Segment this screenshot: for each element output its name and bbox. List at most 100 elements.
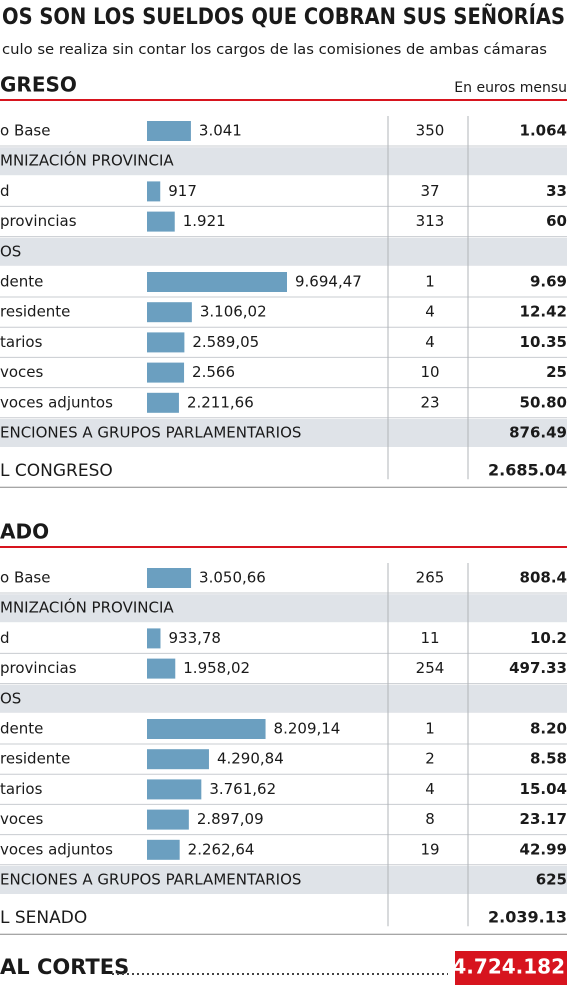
group-label: ENCIONES A GRUPOS PARLAMENTARIOS — [0, 424, 301, 442]
grand-total: 4.724.182 — [452, 955, 565, 979]
group-row-bg — [0, 147, 567, 176]
amount-label: 1.921 — [183, 212, 226, 230]
bar — [147, 392, 179, 413]
bar — [147, 181, 161, 202]
bar — [147, 362, 185, 383]
row-total: 15.04 — [520, 780, 567, 798]
group-row-bg — [0, 866, 567, 894]
group-label: OS — [0, 689, 21, 707]
bar — [147, 779, 202, 800]
row-label: d — [0, 182, 10, 200]
row-total: 12.42 — [520, 303, 567, 321]
amount-label: 2.589,05 — [192, 333, 259, 351]
unit-note: En euros mensu — [454, 80, 567, 96]
amount-label: 2.897,09 — [197, 810, 264, 828]
count: 37 — [420, 182, 439, 200]
bar — [147, 121, 191, 141]
row-total: 497.33 — [509, 659, 567, 677]
amount-label: 3.106,02 — [200, 303, 267, 321]
row-label: provincias — [0, 212, 77, 230]
count: 8 — [425, 810, 435, 828]
row-total: 9.69 — [530, 273, 567, 291]
bar — [147, 302, 192, 323]
count: 2 — [425, 750, 435, 768]
group-row-bg — [0, 594, 567, 623]
row-total: 808.4 — [520, 569, 567, 587]
amount-label: 9.694,47 — [295, 273, 362, 291]
count: 4 — [425, 333, 435, 351]
count: 4 — [425, 780, 435, 798]
row-total: 8.58 — [530, 750, 567, 768]
amount-label: 2.211,66 — [187, 393, 254, 411]
bar — [147, 839, 180, 860]
row-label: residente — [0, 750, 70, 768]
group-row-bg — [0, 684, 567, 713]
row-label: tarios — [0, 333, 43, 351]
count: 23 — [420, 393, 439, 411]
group-label: ENCIONES A GRUPOS PARLAMENTARIOS — [0, 871, 301, 889]
row-label: dente — [0, 273, 43, 291]
bar — [147, 749, 209, 770]
bar — [147, 719, 266, 739]
row-total: 876.49 — [509, 424, 567, 442]
count: 1 — [425, 720, 435, 738]
row-total: 33 — [546, 182, 567, 200]
row-total: 23.17 — [520, 810, 567, 828]
amount-label: 2.566 — [192, 363, 235, 381]
section-total: 2.039.13 — [488, 908, 567, 927]
row-total: 50.80 — [520, 393, 567, 411]
amount-label: 917 — [168, 182, 197, 200]
grand-total-box — [455, 951, 567, 985]
row-label: residente — [0, 303, 70, 321]
row-label: d — [0, 629, 10, 647]
subtitle: culo se realiza sin contar los cargos de… — [2, 42, 547, 58]
count: 10 — [420, 363, 439, 381]
amount-label: 1.958,02 — [183, 659, 250, 677]
count: 265 — [416, 569, 445, 587]
group-row-bg — [0, 237, 567, 266]
row-total: 625 — [536, 871, 567, 889]
section-total: 2.685.04 — [488, 461, 567, 480]
count: 4 — [425, 303, 435, 321]
bar — [147, 658, 176, 679]
row-label: o Base — [0, 569, 50, 587]
row-label: provincias — [0, 659, 77, 677]
row-total: 25 — [546, 363, 567, 381]
amount-label: 933,78 — [168, 629, 221, 647]
row-label: tarios — [0, 780, 43, 798]
section-total-label: L CONGRESO — [0, 461, 113, 481]
bar — [147, 628, 161, 649]
amount-label: 3.050,66 — [199, 569, 266, 587]
row-label: voces adjuntos — [0, 393, 113, 411]
group-label: MNIZACIÓN PROVINCIA — [0, 598, 174, 617]
row-label: dente — [0, 720, 43, 738]
bar — [147, 211, 175, 232]
section-title: ADO — [0, 520, 49, 544]
amount-label: 3.041 — [199, 122, 242, 140]
count: 313 — [416, 212, 445, 230]
row-total: 60 — [546, 212, 567, 230]
bar — [147, 272, 287, 292]
count: 1 — [425, 273, 435, 291]
row-label: voces — [0, 810, 44, 828]
count: 254 — [416, 659, 445, 677]
section-title: GRESO — [0, 73, 77, 97]
count: 19 — [420, 840, 439, 858]
row-total: 8.20 — [530, 720, 567, 738]
row-label: o Base — [0, 122, 50, 140]
row-total: 42.99 — [520, 840, 567, 858]
amount-label: 8.209,14 — [274, 720, 341, 738]
bar — [147, 568, 192, 588]
amount-label: 2.262,64 — [188, 840, 255, 858]
group-label: MNIZACIÓN PROVINCIA — [0, 151, 174, 170]
count: 11 — [420, 629, 439, 647]
group-label: OS — [0, 242, 21, 260]
grand-total-label: AL CORTES — [0, 955, 129, 979]
section-total-label: L SENADO — [0, 908, 87, 928]
title: OS SON LOS SUELDOS QUE COBRAN SUS SEÑORÍ… — [2, 4, 565, 30]
amount-label: 3.761,62 — [209, 780, 276, 798]
row-label: voces adjuntos — [0, 840, 113, 858]
row-total: 10.35 — [520, 333, 567, 351]
bar — [147, 809, 189, 830]
